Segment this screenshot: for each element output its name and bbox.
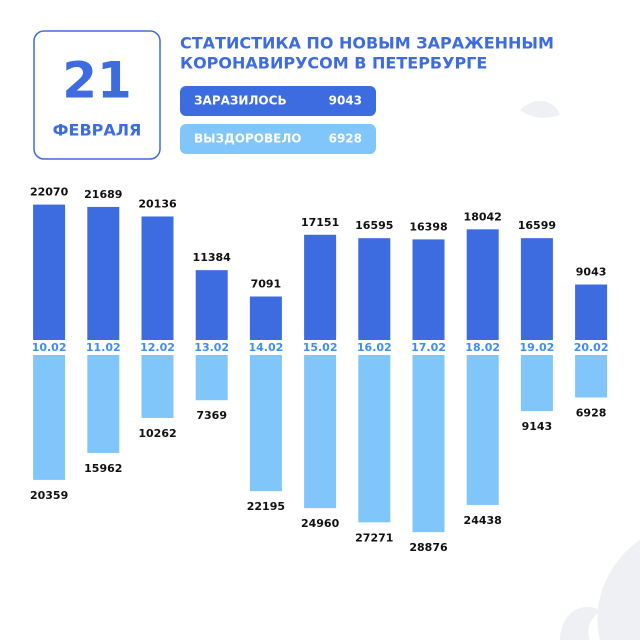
value-label: 18042 bbox=[464, 210, 502, 223]
bar bbox=[575, 355, 608, 398]
leaf bbox=[560, 606, 600, 640]
date-month: ФЕВРАЛЯ bbox=[53, 121, 142, 140]
value-label: 7091 bbox=[251, 277, 282, 290]
legend-value: 9043 bbox=[329, 94, 362, 108]
x-tick-label: 13.02 bbox=[194, 341, 229, 354]
legend-pill bbox=[180, 86, 376, 116]
plot: 10.02 22070 20359 11.02 21689 15962 12.02 20136… bbox=[30, 186, 609, 555]
value-label: 22070 bbox=[30, 186, 69, 199]
value-label: 6928 bbox=[576, 407, 607, 420]
value-label: 9143 bbox=[522, 420, 553, 433]
bar bbox=[412, 355, 445, 533]
legend-pill bbox=[180, 124, 376, 154]
bar bbox=[195, 270, 228, 340]
x-tick-label: 18.02 bbox=[465, 341, 500, 354]
bar bbox=[33, 355, 66, 480]
value-label: 20136 bbox=[138, 197, 177, 210]
legend: ЗАРАЗИЛОСЬ 9043 ВЫЗДОРОВЕЛО 6928 bbox=[180, 86, 376, 154]
x-tick-label: 19.02 bbox=[520, 341, 555, 354]
x-tick-label: 16.02 bbox=[357, 341, 392, 354]
bar bbox=[87, 206, 120, 340]
value-label: 24960 bbox=[301, 517, 340, 530]
bar bbox=[249, 296, 282, 340]
value-label: 22195 bbox=[247, 500, 285, 513]
value-label: 10262 bbox=[138, 427, 176, 440]
value-label: 9043 bbox=[576, 266, 607, 279]
bar bbox=[358, 355, 391, 523]
value-label: 27271 bbox=[355, 531, 393, 544]
bar bbox=[520, 238, 553, 340]
value-label: 24438 bbox=[464, 514, 502, 527]
bar bbox=[87, 355, 120, 453]
value-label: 7369 bbox=[196, 409, 227, 422]
x-tick-label: 17.02 bbox=[411, 341, 446, 354]
value-label: 15962 bbox=[84, 462, 122, 475]
bar bbox=[33, 204, 66, 340]
bar bbox=[249, 355, 282, 492]
bar bbox=[520, 355, 553, 412]
value-label: 16599 bbox=[518, 219, 556, 232]
date-box bbox=[33, 30, 161, 160]
bar bbox=[358, 238, 391, 340]
value-label: 28876 bbox=[409, 541, 448, 554]
bar bbox=[575, 284, 608, 340]
value-label: 17151 bbox=[301, 216, 339, 229]
legend-label: ЗАРАЗИЛОСЬ bbox=[194, 94, 287, 108]
bar bbox=[304, 234, 337, 340]
bar bbox=[412, 239, 445, 340]
x-tick-label: 20.02 bbox=[574, 341, 609, 354]
x-tick-label: 10.02 bbox=[32, 341, 67, 354]
bar bbox=[466, 229, 499, 340]
value-label: 20359 bbox=[30, 489, 68, 502]
legend-label: ВЫЗДОРОВЕЛО bbox=[194, 132, 302, 146]
leaf bbox=[520, 100, 560, 118]
value-label: 11384 bbox=[193, 251, 232, 264]
bar bbox=[304, 355, 337, 509]
legend-value: 6928 bbox=[329, 132, 362, 146]
x-tick-label: 11.02 bbox=[86, 341, 121, 354]
bar bbox=[466, 355, 499, 505]
bar bbox=[141, 216, 174, 340]
x-tick-label: 12.02 bbox=[140, 341, 175, 354]
x-tick-label: 14.02 bbox=[249, 341, 284, 354]
value-label: 16398 bbox=[409, 220, 447, 233]
bar bbox=[195, 355, 228, 401]
bar bbox=[141, 355, 174, 418]
x-tick-label: 15.02 bbox=[303, 341, 338, 354]
date-day: 21 bbox=[62, 52, 132, 110]
title-line: КОРОНАВИРУСОМ В ПЕТЕРБУРГЕ bbox=[180, 54, 487, 73]
decoration bbox=[520, 100, 640, 640]
title-line: СТАТИСТИКА ПО НОВЫМ ЗАРАЖЕННЫМ bbox=[180, 34, 554, 53]
leaf bbox=[597, 540, 640, 640]
value-label: 16595 bbox=[355, 219, 393, 232]
value-label: 21689 bbox=[84, 188, 122, 201]
